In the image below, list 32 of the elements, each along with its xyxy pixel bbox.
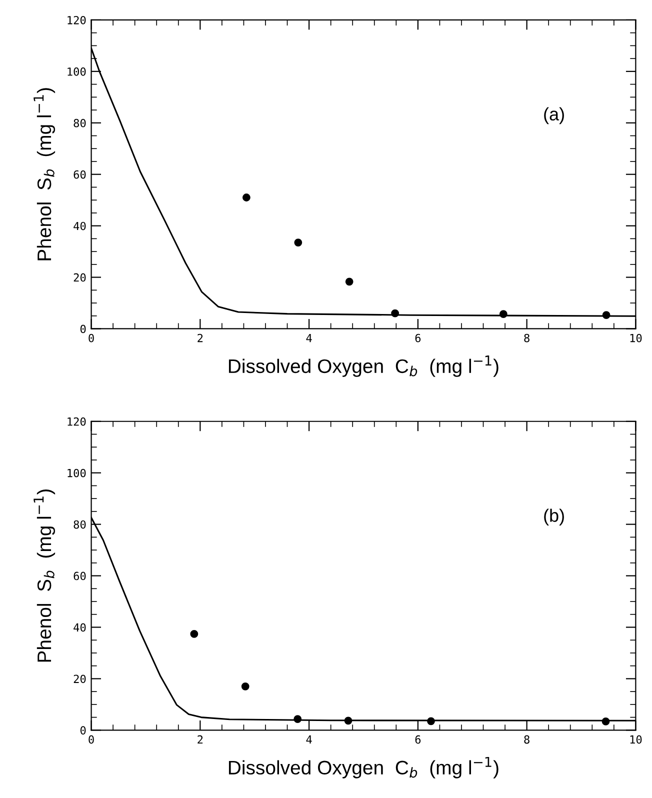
x-tick-label: 2 [198, 735, 203, 744]
x-tick-label: 4 [306, 735, 312, 744]
x-tick-label: 8 [524, 735, 530, 744]
x-axis-title: Dissolved Oxygen C$_{b}$ (mg l$^{−1}$) [228, 356, 498, 377]
y-tick-label: 0 [80, 324, 86, 334]
y-tick-label: 20 [74, 674, 86, 684]
y-tick-label: 100 [68, 468, 86, 478]
y-tick-label: 0 [80, 726, 86, 735]
x-tick-label: 6 [415, 735, 421, 744]
x-tick-label: 6 [415, 334, 421, 342]
y-tick-label: 20 [74, 273, 86, 282]
y-tick-label: 80 [74, 118, 86, 128]
annotation: (a) [544, 107, 564, 124]
x-tick-label: 8 [524, 334, 530, 342]
y-tick-label: 40 [74, 222, 86, 230]
y-tick-label: 120 [68, 16, 86, 24]
y-tick-label: 40 [74, 623, 86, 632]
y-tick-label: 60 [74, 170, 86, 179]
annotation: (b) [544, 508, 564, 526]
y-tick-label: 120 [68, 417, 86, 426]
y-axis-title: Phenol S$_{b}$ (mg l$^{−1}$) [34, 88, 56, 260]
x-tick-label: 0 [88, 735, 94, 744]
x-tick-label: 10 [630, 735, 642, 744]
y-tick-label: 100 [68, 67, 86, 76]
x-tick-label: 4 [306, 334, 312, 342]
y-tick-label: 60 [74, 572, 86, 580]
x-tick-label: 0 [88, 334, 94, 342]
x-tick-label: 10 [630, 334, 642, 342]
x-tick-label: 2 [198, 334, 203, 342]
y-axis-title: Phenol S$_{b}$ (mg l$^{−1}$) [34, 490, 56, 662]
y-tick-label: 80 [74, 520, 86, 529]
x-axis-title: Dissolved Oxygen C$_{b}$ (mg l$^{−1}$) [228, 756, 498, 778]
